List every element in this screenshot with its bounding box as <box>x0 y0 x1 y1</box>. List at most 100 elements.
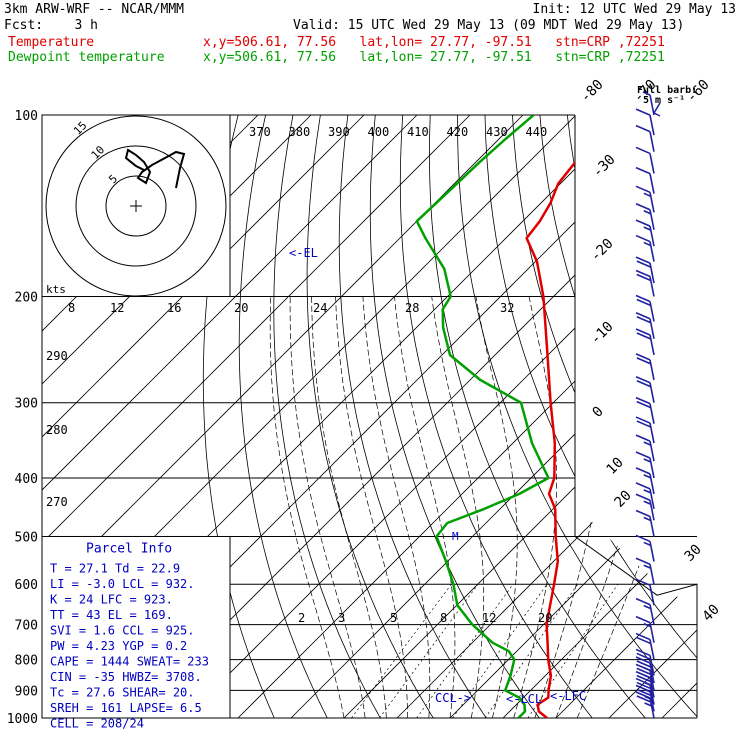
pressure-tick-label: 600 <box>15 578 38 593</box>
mixing-ratio-label: 5 <box>390 611 397 625</box>
wind-barb-flag <box>636 420 652 428</box>
wind-barb-half-flag <box>644 667 652 672</box>
wind-barb-flag <box>635 615 651 624</box>
wind-barb-flag <box>636 667 652 676</box>
theta-label: 410 <box>407 125 429 139</box>
wind-barb-flag <box>635 185 651 194</box>
hodograph-ring <box>105 175 167 237</box>
wind-barb-shaft <box>649 382 655 403</box>
parcel-info-row: CIN = -35 HWBZ= 3708. <box>50 670 202 684</box>
lcl-marker-label: <-LCL <box>506 692 542 706</box>
wind-barb <box>635 416 655 444</box>
wind-barb-flag <box>635 416 651 424</box>
wind-barb <box>635 203 655 230</box>
theta-label: 420 <box>447 125 469 139</box>
wind-barb <box>635 467 655 495</box>
isotherm-line <box>608 115 697 718</box>
wind-barb <box>635 219 655 247</box>
wind-barb-flag <box>635 312 651 320</box>
wind-barb-half-flag <box>643 622 652 628</box>
isotherm-label: -50 <box>737 77 740 106</box>
wind-barb-half-flag <box>644 681 652 687</box>
wind-barb <box>635 269 655 297</box>
wind-barb-flag <box>635 396 651 405</box>
wind-barb-shaft <box>649 585 655 606</box>
isotherm-line <box>502 115 697 718</box>
wind-barb-half-flag <box>643 226 652 231</box>
wind-barb <box>635 108 655 136</box>
moist-adiabat-line <box>311 296 387 718</box>
wind-barb <box>635 648 655 676</box>
wind-barb <box>635 312 655 339</box>
wind-barb-flag <box>636 379 652 388</box>
isotherm-label: 20 <box>612 488 635 511</box>
wind-barb-flag <box>636 660 652 668</box>
wind-barb-shaft <box>649 301 655 322</box>
wind-barb <box>635 632 655 660</box>
wind-barb-shaft <box>649 114 655 136</box>
isotherm-line <box>396 115 697 718</box>
wind-barb-flag <box>635 656 651 664</box>
temperature-legend-label: Temperature <box>8 35 95 50</box>
wind-barb <box>635 434 655 462</box>
wind-barb-flag <box>635 534 651 543</box>
pressure-tick-label: 700 <box>15 619 38 634</box>
dry-adiabat-line <box>428 115 646 718</box>
moist-adiabat-line <box>513 296 557 718</box>
moist-adiabat-line <box>335 296 408 718</box>
wind-barb-flag <box>636 674 652 683</box>
moist-adiabat-line <box>269 296 345 718</box>
wind-barb-flag <box>635 509 651 518</box>
isotherm-line <box>42 115 418 718</box>
wind-barb <box>635 670 655 698</box>
wind-barb <box>635 656 655 684</box>
wind-barb <box>635 396 655 424</box>
wind-barb-half-flag <box>643 541 652 547</box>
dry-adiabat-line <box>732 115 740 718</box>
dry-adiabat-line <box>238 115 328 718</box>
wind-barb <box>635 234 655 262</box>
wind-barb <box>635 451 655 479</box>
wind-barb <box>635 597 655 625</box>
wind-barb-flag <box>635 578 651 586</box>
wind-barb-flag <box>636 298 652 307</box>
speed-scale-label: 32 <box>500 301 514 315</box>
wind-barb <box>635 146 655 174</box>
wind-barb-flag <box>636 681 652 690</box>
isotherm-label: 40 <box>700 602 723 625</box>
isotherm-label: -80 <box>578 77 607 106</box>
pressure-tick-label: 100 <box>15 109 38 124</box>
isotherm-label: -20 <box>588 236 617 265</box>
parcel-info-row: CELL = 208/24 <box>50 716 144 730</box>
isotherm-line <box>42 115 471 718</box>
isotherm-line <box>343 115 697 718</box>
wind-barb-shaft <box>649 192 655 213</box>
dry-adiabat-line <box>306 115 434 718</box>
wind-barb-flag <box>635 632 651 641</box>
plot-right-border <box>574 115 698 718</box>
wind-barb-half-flag <box>643 516 652 522</box>
parcel-info-row: TT = 43 EL = 169. <box>50 608 173 622</box>
forecast-hour: Fcst: 3 h <box>4 18 98 33</box>
dry-adiabat-line <box>705 115 740 718</box>
dewpoint-location-info: x,y=506.61, 77.56 lat,lon= 27.77, -97.51… <box>203 50 665 65</box>
wind-barb-half-flag <box>644 688 652 694</box>
wind-barb-flag <box>636 273 652 282</box>
wind-barb <box>635 166 655 194</box>
wind-barb-half-flag <box>643 604 652 610</box>
wind-barb-flag <box>636 260 652 268</box>
parcel-info-row: K = 24 LFC = 923. <box>50 592 173 606</box>
wind-barb <box>635 294 655 322</box>
wind-barb-half-flag <box>643 441 652 446</box>
wind-barb-half-flag <box>643 474 652 479</box>
moist-adiabat-line <box>394 296 456 718</box>
wind-barb-flag <box>635 219 651 227</box>
wind-barb-flag <box>636 688 652 697</box>
wind-barb <box>635 353 655 381</box>
dewpoint-legend-label: Dewpoint temperature <box>8 50 165 65</box>
wind-barb-flag <box>635 451 651 459</box>
wind-barb-half-flag <box>643 210 652 215</box>
wind-barb-flag <box>635 434 651 442</box>
wind-barb-flag <box>635 648 651 657</box>
